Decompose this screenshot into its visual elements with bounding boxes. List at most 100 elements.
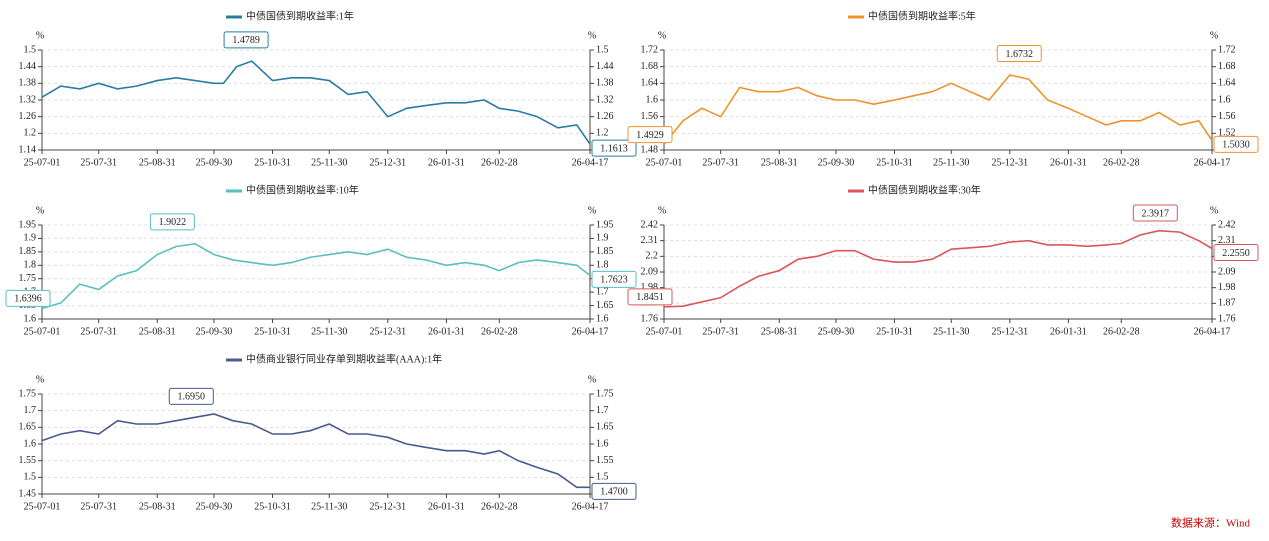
series-line — [663, 229, 1213, 308]
x-tick-label: 25-08-31 — [139, 501, 176, 512]
x-tick-label: 26-04-17 — [1194, 157, 1231, 168]
legend-label: 中债国债到期收益率:30年 — [868, 183, 981, 196]
legend-label: 中债国债到期收益率:5年 — [868, 9, 976, 22]
annotation-box — [1213, 244, 1259, 261]
x-tick-label: 26-02-28 — [481, 326, 518, 337]
y2-unit: % — [1210, 30, 1218, 41]
series-line — [41, 413, 590, 489]
y2-tick-label: 1.7 — [596, 405, 609, 416]
x-tick-label: 25-07-31 — [80, 501, 117, 512]
x-tick-label: 25-10-31 — [254, 326, 291, 337]
annotation-box — [627, 288, 673, 306]
x-tick-label: 25-11-30 — [933, 157, 969, 168]
y-tick-label: 1.5 — [24, 472, 37, 483]
y-tick-label: 1.45 — [19, 488, 37, 499]
annotation-label: 1.6396 — [14, 294, 42, 305]
y-tick-label: 1.5 — [24, 44, 37, 55]
annotation-box — [1132, 204, 1178, 222]
annotation-label: 1.6950 — [178, 392, 206, 403]
x-tick-label: 25-07-31 — [702, 157, 739, 168]
x-tick-label: 26-04-17 — [572, 157, 609, 168]
annotation-label: 1.4789 — [232, 35, 260, 46]
x-tick-label: 25-12-31 — [991, 157, 1028, 168]
x-tick-label: 25-07-01 — [24, 326, 61, 337]
annotation-label: 1.4700 — [600, 487, 628, 498]
y2-tick-label: 1.5 — [596, 472, 609, 483]
x-tick-label: 25-11-30 — [311, 501, 347, 512]
legend-label: 中债国债到期收益率:1年 — [246, 9, 354, 22]
y2-tick-label: 1.75 — [596, 388, 614, 399]
y2-tick-label: 2.31 — [1218, 235, 1236, 246]
annotation-box — [591, 139, 637, 157]
x-tick-label: 25-08-31 — [761, 157, 798, 168]
annotation-box — [5, 289, 51, 307]
y-unit: % — [36, 30, 44, 41]
x-tick-label: 26-04-17 — [1194, 326, 1231, 337]
y-tick-label: 1.6 — [24, 313, 37, 324]
y2-tick-label: 2.42 — [1218, 219, 1236, 230]
x-tick-label: 25-11-30 — [311, 326, 347, 337]
x-tick-label: 25-11-30 — [311, 157, 347, 168]
x-tick-label: 26-01-31 — [1050, 326, 1087, 337]
y-tick-label: 1.64 — [641, 78, 659, 89]
y-unit: % — [658, 205, 666, 216]
x-tick-label: 25-10-31 — [254, 157, 291, 168]
x-tick-label: 25-07-31 — [80, 326, 117, 337]
x-tick-label: 25-08-31 — [139, 326, 176, 337]
legend-label: 中债商业银行同业存单到期收益率(AAA):1年 — [246, 352, 442, 365]
y2-tick-label: 2.09 — [1218, 266, 1236, 277]
x-tick-label: 26-04-17 — [572, 501, 609, 512]
x-tick-label: 25-07-01 — [646, 326, 683, 337]
y2-tick-label: 1.87 — [1218, 298, 1236, 309]
y-tick-label: 1.85 — [19, 246, 37, 257]
y-unit: % — [36, 374, 44, 385]
x-tick-label: 25-09-30 — [196, 157, 233, 168]
y2-tick-label: 1.6 — [1218, 94, 1231, 105]
x-tick-label: 25-10-31 — [876, 157, 913, 168]
annotation-label: 1.6732 — [1006, 49, 1034, 60]
x-tick-label: 25-07-31 — [80, 157, 117, 168]
y2-tick-label: 1.32 — [596, 94, 614, 105]
y-tick-label: 1.56 — [641, 111, 659, 122]
y2-tick-label: 1.38 — [596, 78, 614, 89]
y-tick-label: 1.72 — [641, 44, 659, 55]
legend-label: 中债国债到期收益率:10年 — [246, 183, 359, 196]
y2-tick-label: 1.52 — [1218, 128, 1236, 139]
x-tick-label: 26-02-28 — [481, 157, 518, 168]
x-tick-label: 25-12-31 — [369, 326, 406, 337]
y2-tick-label: 1.98 — [1218, 282, 1236, 293]
y-tick-label: 1.2 — [24, 128, 37, 139]
y-tick-label: 1.68 — [641, 61, 659, 72]
y-tick-label: 1.8 — [24, 260, 37, 271]
annotation-label: 2.3917 — [1142, 208, 1170, 219]
x-tick-label: 26-02-28 — [1103, 326, 1140, 337]
y2-unit: % — [1210, 205, 1218, 216]
y2-unit: % — [588, 374, 596, 385]
y-tick-label: 1.44 — [19, 61, 37, 72]
annotation-box — [627, 126, 673, 144]
y2-unit: % — [588, 30, 596, 41]
y2-tick-label: 1.44 — [596, 61, 614, 72]
y2-tick-label: 1.6 — [596, 313, 609, 324]
y2-tick-label: 1.5 — [596, 44, 609, 55]
y2-tick-label: 1.26 — [596, 111, 614, 122]
x-tick-label: 26-01-31 — [1050, 157, 1087, 168]
x-tick-label: 25-07-01 — [646, 157, 683, 168]
y2-tick-label: 1.8 — [596, 260, 609, 271]
y-tick-label: 2.42 — [641, 219, 659, 230]
y2-tick-label: 1.55 — [596, 455, 614, 466]
annotation-label: 1.9022 — [159, 217, 187, 228]
x-tick-label: 25-07-01 — [24, 501, 61, 512]
annotation-box — [168, 387, 214, 405]
x-tick-label: 25-12-31 — [369, 501, 406, 512]
y-tick-label: 1.95 — [19, 219, 37, 230]
y-tick-label: 1.75 — [19, 273, 37, 284]
y2-tick-label: 1.65 — [596, 422, 614, 433]
annotation-label: 1.8451 — [636, 292, 664, 303]
x-tick-label: 25-10-31 — [254, 501, 291, 512]
annotation-box — [996, 45, 1042, 62]
annotation-label: 2.2550 — [1222, 248, 1250, 259]
y2-tick-label: 1.68 — [1218, 61, 1236, 72]
y-tick-label: 1.7 — [24, 405, 37, 416]
